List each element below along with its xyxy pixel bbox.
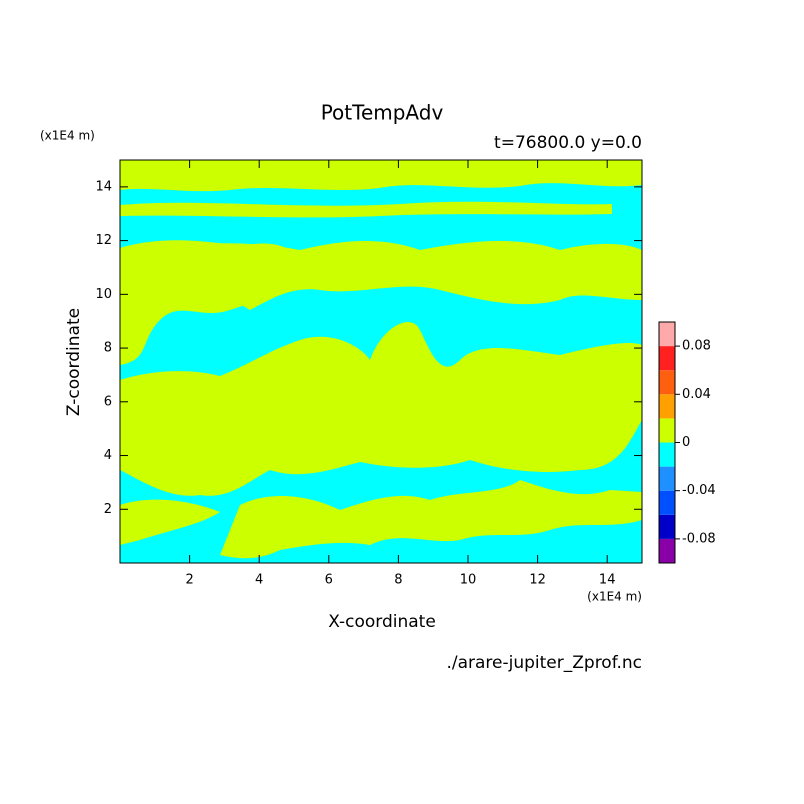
x-tick-label: 10 — [460, 573, 477, 588]
x-axis-label: X-coordinate — [328, 612, 436, 632]
colorbar-tick-label: -0.04 — [682, 483, 716, 498]
y-tick-label: 12 — [95, 233, 112, 248]
colorbar-box — [659, 418, 675, 443]
x-tick-label: 2 — [185, 573, 193, 588]
region-positive — [220, 480, 642, 559]
colorbar-tick-label: 0 — [682, 435, 690, 450]
contour-field — [120, 160, 642, 563]
x-tick-label: 8 — [394, 573, 402, 588]
region-positive — [120, 321, 642, 496]
colorbar-box — [659, 442, 675, 467]
chart-title: PotTempAdv — [321, 101, 444, 125]
x-tick-label: 12 — [529, 573, 546, 588]
region-positive — [120, 499, 220, 545]
region-positive — [150, 240, 642, 310]
y-tick-label: 8 — [104, 341, 112, 356]
y-tick-label: 6 — [104, 394, 112, 409]
source-file: ./arare-jupiter_Zprof.nc — [446, 653, 642, 673]
y-unit: (x1E4 m) — [40, 129, 95, 143]
plot-frame — [119, 159, 643, 564]
colorbar-box — [659, 346, 675, 371]
region-positive — [120, 160, 642, 192]
x-tick-label: 14 — [599, 573, 616, 588]
colorbar-box — [659, 370, 675, 395]
colorbar-box — [659, 490, 675, 515]
region-positive — [120, 201, 612, 218]
y-tick-label: 10 — [95, 287, 112, 302]
subtitle: t=76800.0 y=0.0 — [494, 133, 642, 153]
colorbar-box — [659, 322, 675, 347]
y-tick-label: 14 — [95, 179, 112, 194]
colorbar-tick-label: 0.04 — [682, 387, 711, 402]
colorbar-tick-label: 0.08 — [682, 339, 711, 354]
x-tick-label: 6 — [325, 573, 333, 588]
colorbar-box — [659, 466, 675, 491]
colorbar-frame — [658, 321, 676, 564]
colorbar-box — [659, 394, 675, 419]
y-tick-label: 4 — [104, 448, 112, 463]
x-tick-label: 4 — [255, 573, 263, 588]
y-axis-label: Z-coordinate — [64, 308, 84, 416]
x-unit: (x1E4 m) — [587, 590, 642, 604]
colorbar-tick-label: -0.08 — [682, 531, 716, 546]
colorbar-box — [659, 514, 675, 539]
colorbar-box — [659, 538, 675, 563]
y-tick-label: 2 — [104, 502, 112, 517]
